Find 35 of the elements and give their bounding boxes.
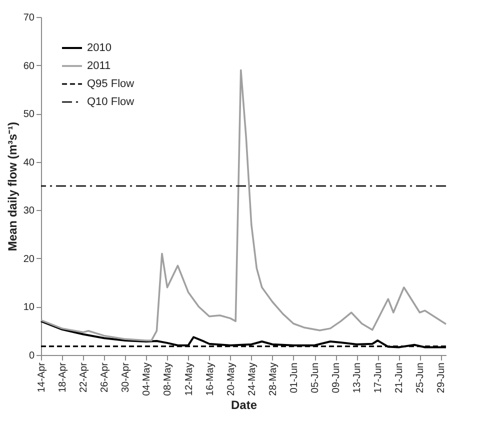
line-series <box>40 69 447 342</box>
x-tick-label: 24-May <box>246 362 258 396</box>
x-tick-label: 13-Jun <box>352 362 364 394</box>
x-tick-label: 30-Apr <box>120 362 132 393</box>
y-tick-label: 40 <box>23 157 35 168</box>
x-tick-label: 04-May <box>142 362 153 396</box>
x-axis-title: Date <box>230 398 258 412</box>
x-tick-label: 12-May <box>184 362 195 396</box>
x-tick-label: 28-May <box>268 362 279 396</box>
y-axis-title: Mean daily flow (m³s⁻¹) <box>5 122 20 252</box>
y-tick-label: 50 <box>23 109 35 120</box>
x-tick-label: 14-Apr <box>36 362 48 393</box>
legend-label: 2010 <box>87 42 112 54</box>
y-tick-label: 60 <box>23 60 35 72</box>
x-tick-label: 20-May <box>226 362 237 396</box>
y-tick-label: 20 <box>23 254 35 265</box>
legend-label: Q95 Flow <box>87 78 134 90</box>
x-tick-label: 08-May <box>162 362 174 396</box>
y-tick-label: 70 <box>23 12 35 24</box>
x-tick-label: 05-Jun <box>310 362 322 394</box>
y-tick-label: 30 <box>23 206 35 217</box>
x-tick-label: 18-Apr <box>58 362 69 393</box>
x-tick-label: 26-Apr <box>100 362 111 393</box>
y-tick-label: 0 <box>28 350 35 362</box>
x-tick-label: 16-May <box>204 362 216 396</box>
x-tick-label: 17-Jun <box>373 362 384 394</box>
legend-label: 2011 <box>87 60 111 72</box>
x-tick-label: 25-Jun <box>415 362 426 394</box>
x-tick-label: 29-Jun <box>436 362 448 394</box>
y-tick-label: 10 <box>23 302 35 314</box>
legend-label: Q10 Flow <box>87 96 134 108</box>
x-tick-label: 21-Jun <box>394 362 406 394</box>
x-tick-label: 01-Jun <box>288 362 300 394</box>
x-tick-label: 22-Apr <box>78 362 90 393</box>
x-tick-label: 09-Jun <box>331 362 342 394</box>
